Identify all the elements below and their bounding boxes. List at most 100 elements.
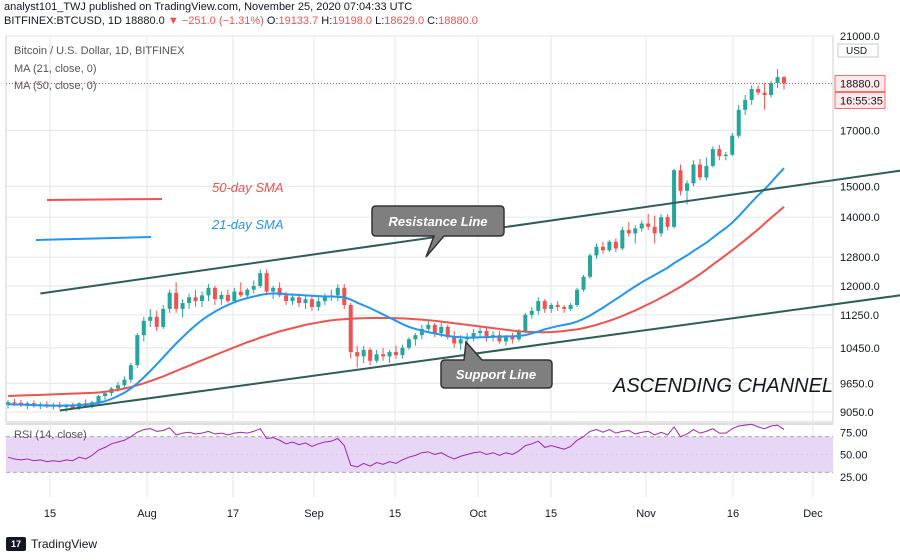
candle-down — [238, 291, 243, 296]
candle-up — [361, 349, 366, 357]
candle-down — [484, 330, 489, 338]
candle-up — [594, 246, 599, 256]
x-tick-label: 17 — [227, 508, 239, 520]
price-tick-label: 12000.0 — [840, 281, 880, 293]
candle-down — [393, 352, 399, 356]
candle-down — [497, 335, 502, 342]
resistance-callout-text: Resistance Line — [389, 214, 488, 229]
support-callout-text: Support Line — [456, 367, 536, 382]
candle-up — [148, 316, 153, 321]
candle-down — [174, 292, 179, 309]
rsi-tick-label: 25.00 — [840, 472, 868, 484]
candle-down — [665, 217, 670, 227]
countdown-label: 16:55:35 — [840, 96, 883, 108]
candle-down — [626, 230, 631, 234]
candle-down — [613, 241, 618, 249]
price-tick-label: 10450.0 — [840, 343, 880, 355]
open-value: 19133.7 — [278, 15, 319, 27]
candle-up — [128, 365, 133, 380]
candle-up — [575, 289, 580, 305]
ma50-legend: MA (50, close, 0) — [14, 80, 97, 92]
candle-up — [122, 379, 127, 386]
price-tick-label: 15000.0 — [840, 181, 880, 193]
candle-up — [633, 228, 638, 234]
candle-up — [659, 217, 664, 234]
support-line — [59, 294, 900, 412]
candle-down — [555, 304, 560, 307]
candle-down — [600, 246, 605, 251]
candle-down — [762, 92, 767, 96]
sma21-label: 21-day SMA — [211, 217, 284, 232]
symbol-ohlc-bar: BITFINEX:BTCUSD, 1D 18880.0 ▼ −251.0 (−1… — [4, 15, 478, 27]
price-change: −251.0 (−1.31%) — [181, 15, 264, 27]
candle-up — [503, 337, 508, 342]
change-down-icon: ▼ — [167, 15, 179, 27]
x-tick-label: Aug — [137, 508, 157, 520]
candle-up — [167, 292, 172, 309]
candle-up — [672, 170, 677, 227]
price-tick-label: 14000.0 — [840, 212, 880, 224]
candle-up — [400, 347, 405, 356]
price-tick-label: 9650.0 — [840, 378, 874, 390]
open-label: O: — [266, 15, 279, 27]
candle-down — [678, 170, 683, 191]
x-tick-label: Oct — [469, 508, 486, 520]
chart-title: Bitcoin / U.S. Dollar, 1D, BITFINEX — [14, 45, 185, 57]
price-tick-label: 21000.0 — [840, 31, 880, 43]
candle-up — [199, 295, 205, 302]
candle-up — [749, 89, 754, 100]
candle-up — [374, 354, 379, 361]
candle-up — [316, 301, 321, 307]
high-label: H: — [321, 15, 333, 27]
candle-down — [697, 164, 702, 178]
candle-down — [277, 287, 282, 296]
candle-up — [206, 287, 211, 296]
candle-down — [348, 304, 353, 353]
candle-down — [296, 297, 302, 304]
candle-up — [335, 287, 340, 296]
candle-up — [723, 154, 728, 157]
sma21-sample-line — [35, 236, 152, 241]
low-value: 18629.0 — [384, 15, 425, 27]
price-tick-label: 12800.0 — [840, 252, 880, 264]
candle-up — [730, 135, 735, 155]
x-tick-label: Nov — [636, 508, 656, 520]
candle-up — [271, 287, 276, 292]
candle-up — [303, 299, 308, 304]
candle-up — [115, 385, 120, 389]
rsi-band — [6, 436, 833, 473]
tradingview-logo-icon: 17 — [6, 537, 26, 551]
current-price-box — [834, 75, 886, 92]
candle-up — [413, 335, 418, 340]
candle-up — [529, 310, 534, 315]
low-label: L: — [375, 15, 385, 27]
ma21-line — [7, 167, 785, 407]
countdown-box — [834, 92, 886, 109]
candle-up — [141, 320, 146, 336]
candle-down — [432, 324, 437, 334]
candle-down — [284, 295, 289, 302]
candle-down — [264, 273, 269, 292]
candle-down — [381, 354, 386, 357]
price-tick-label: 11250.0 — [840, 310, 879, 322]
x-tick-label: 16 — [727, 508, 739, 520]
candle-up — [568, 304, 573, 309]
currency-box — [837, 43, 879, 58]
candle-down — [70, 405, 75, 409]
candle-up — [96, 396, 101, 403]
x-tick-label: Dec — [803, 508, 823, 520]
candle-up — [187, 297, 192, 304]
candle-down — [781, 77, 787, 84]
candle-up — [471, 333, 476, 338]
current-price-label: 18880.0 — [840, 79, 880, 91]
rsi-label: RSI (14, close) — [14, 429, 87, 441]
candle-up — [684, 183, 690, 191]
candle-down — [756, 89, 761, 93]
candle-up — [406, 339, 411, 348]
candle-up — [458, 339, 463, 344]
footer-brand[interactable]: 17 TradingView — [6, 537, 97, 551]
publish-info: analyst101_TWJ published on TradingView.… — [4, 1, 413, 13]
sma50-sample-line — [46, 198, 163, 201]
candle-down — [510, 337, 515, 340]
